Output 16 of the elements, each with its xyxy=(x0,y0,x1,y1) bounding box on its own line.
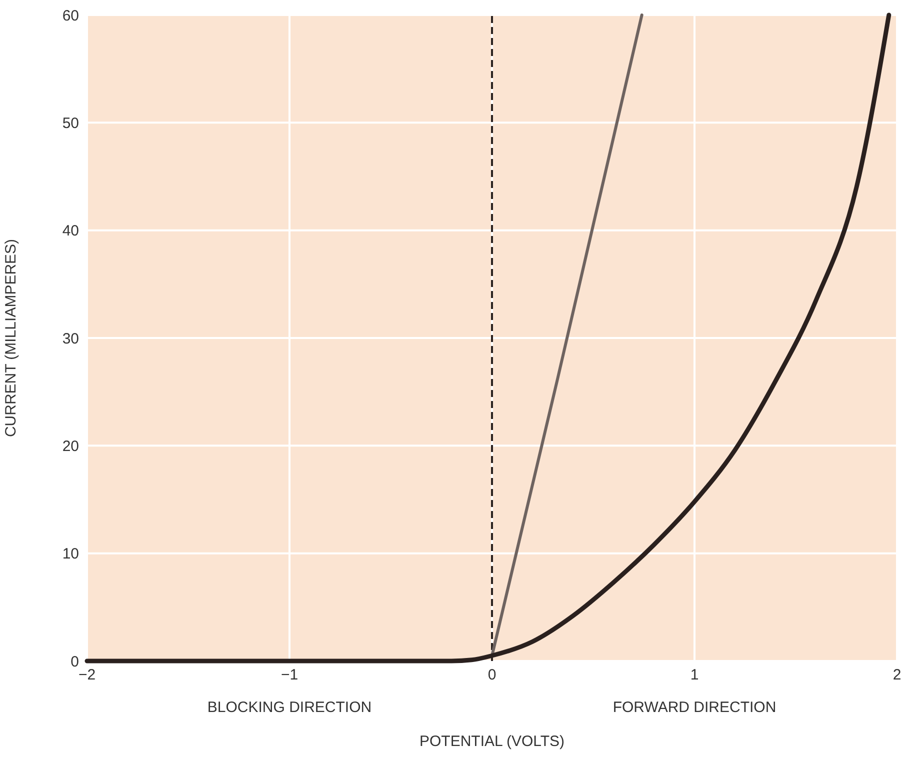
x-tick-label: −1 xyxy=(280,666,298,684)
text: BLOCKING DIRECTION xyxy=(206,699,373,716)
y-tick-label: 20 xyxy=(62,438,79,455)
x-tick-label: 0 xyxy=(488,666,496,684)
y-tick-label: 0 xyxy=(70,653,79,670)
x-tick-label: −2 xyxy=(78,666,96,684)
y-axis-title: CURRENT (MILLIAMPERES) xyxy=(2,238,20,438)
y-tick-label: 10 xyxy=(62,546,79,563)
y-tick-label: 50 xyxy=(62,114,79,132)
x-tick-label: 2 xyxy=(892,666,902,684)
x-tick-label: 1 xyxy=(690,666,699,684)
x-axis-title: POTENTIAL (VOLTS) xyxy=(419,733,565,750)
y-tick-label: 30 xyxy=(62,330,79,348)
y-tick-label: 40 xyxy=(62,222,79,240)
text: FORWARD DIRECTION xyxy=(612,699,778,716)
y-tick-label: 60 xyxy=(62,7,79,24)
